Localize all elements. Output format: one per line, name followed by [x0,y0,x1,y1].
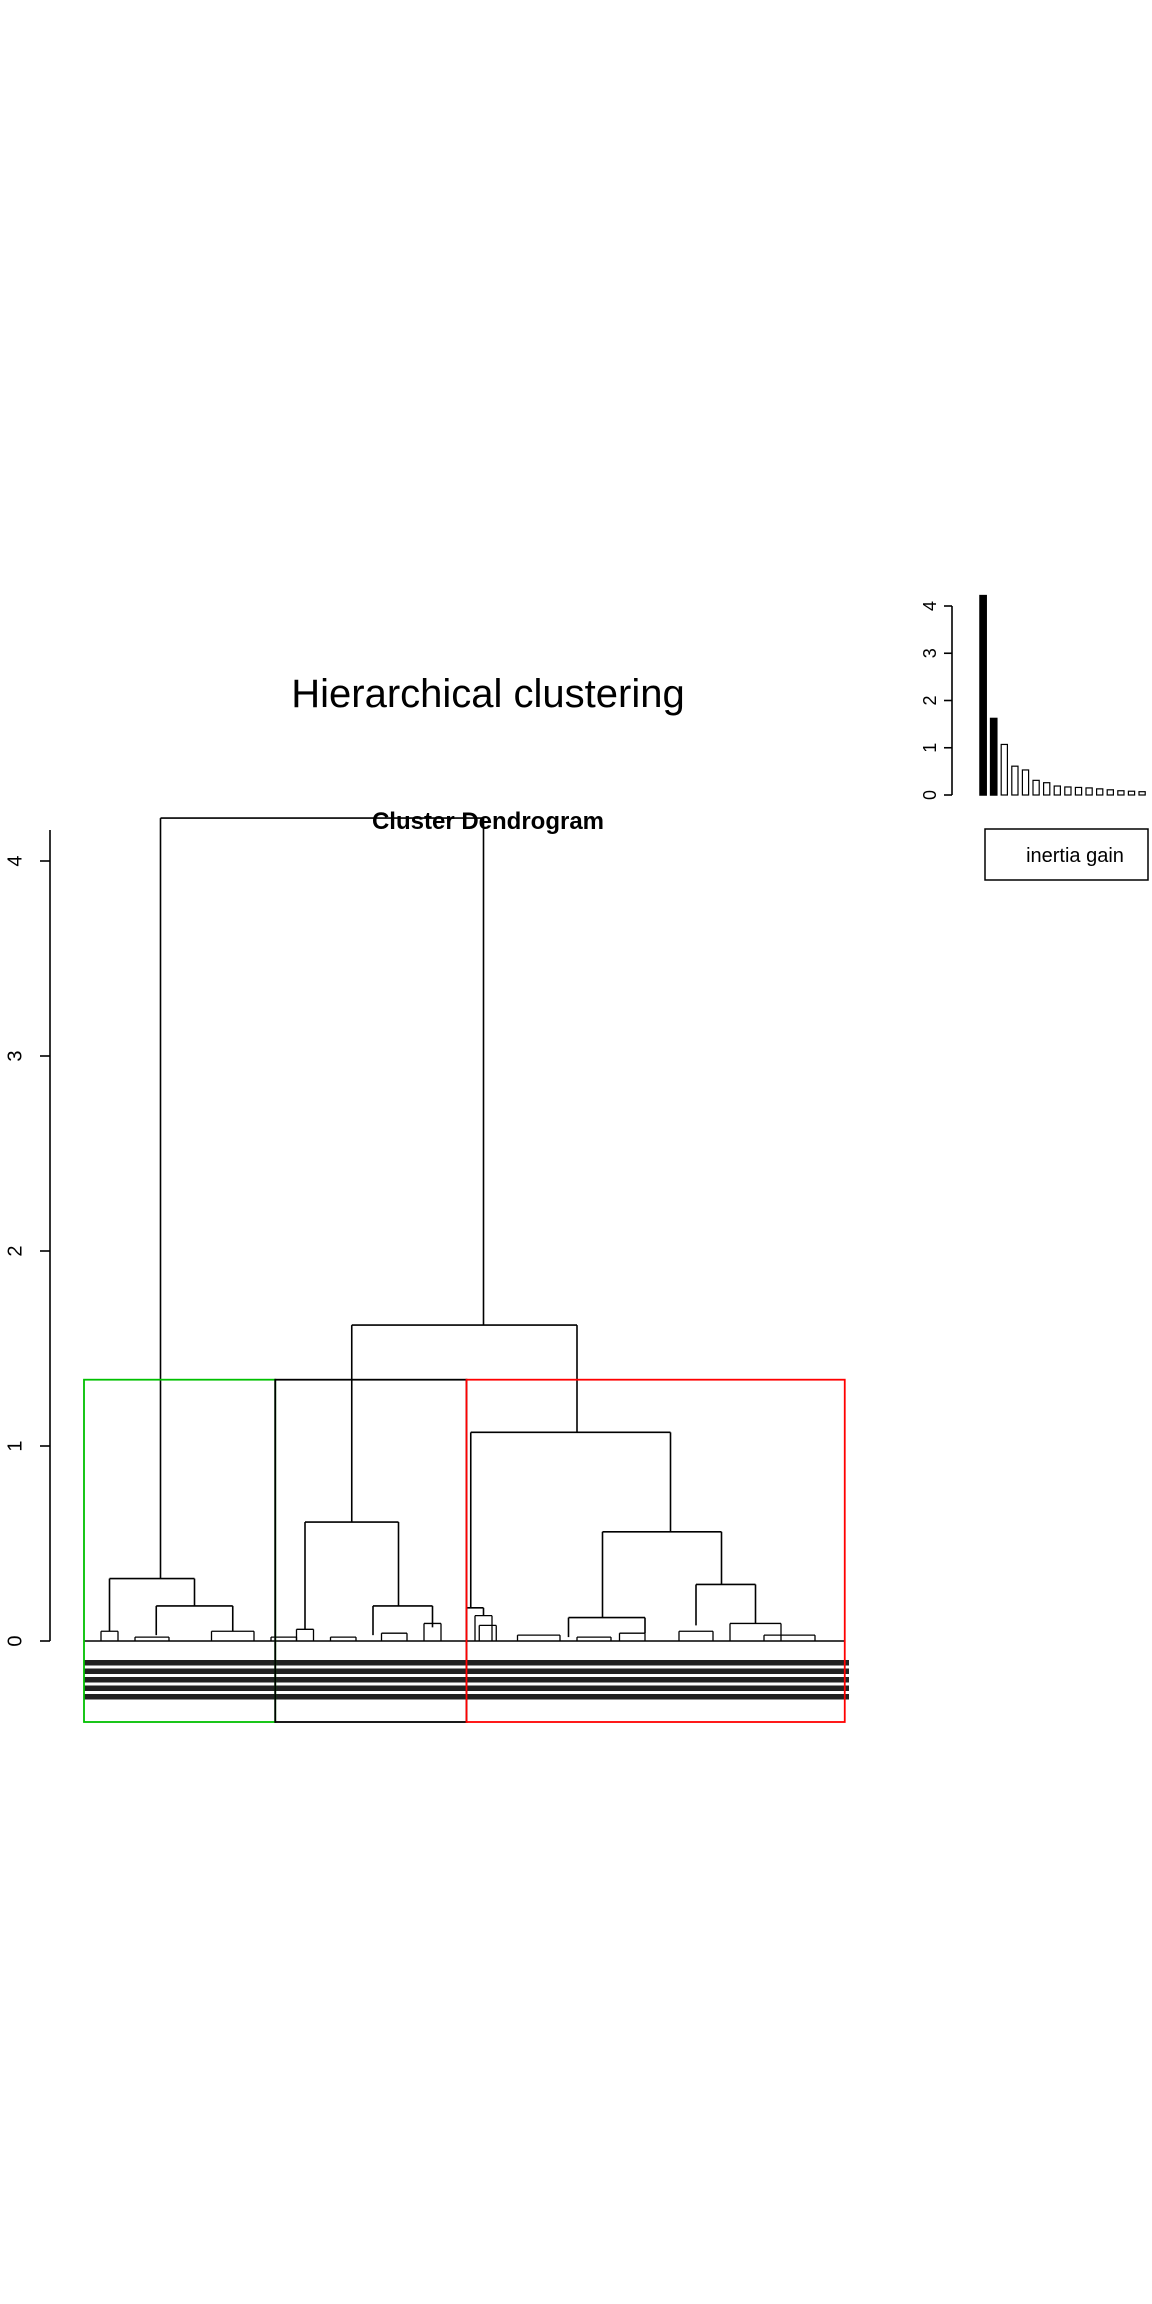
inertia-y-tick-label: 0 [920,790,940,800]
inertia-legend-label: inertia gain [1026,845,1124,867]
inertia-bars [979,594,1146,796]
inertia-y-axis: 0 1 2 3 4 [920,601,953,800]
dendrogram-y-tick-label: 1 [4,1440,26,1451]
inertia-y-tick-label: 1 [920,743,940,753]
inertia-bar [979,594,987,796]
inertia-bar [1032,779,1040,796]
inertia-gain-barplot: 0 1 2 3 4 inertia gain [920,594,1149,881]
inertia-bar [1042,782,1051,796]
main-title: Hierarchical clustering [291,672,684,716]
dendrogram-y-axis: 0 1 2 3 4 [4,830,51,1647]
inertia-bar [1000,743,1009,796]
inertia-bar [1053,785,1061,796]
dendrogram-y-tick-label: 4 [4,855,26,866]
inertia-y-tick-label: 2 [920,695,940,705]
dendrogram-y-tick-label: 3 [4,1050,26,1061]
dendrogram-cluster-boxes [83,1378,846,1723]
inertia-y-tick-label: 4 [920,601,940,611]
cluster-box [465,1378,846,1723]
inertia-bar [1117,790,1125,796]
inertia-legend-box [984,828,1149,881]
inertia-bar [1138,791,1146,796]
inertia-bar [1064,786,1072,796]
dendrogram-y-tick-label: 0 [4,1635,26,1646]
inertia-bar [989,717,998,796]
inertia-bar [1095,788,1104,796]
inertia-y-tick-label: 3 [920,648,940,658]
inertia-bar [1011,765,1019,796]
dendrogram-links [84,817,845,1642]
inertia-bar [1127,790,1136,796]
dendrogram-y-tick-label: 2 [4,1245,26,1256]
inertia-bar [1021,769,1030,796]
inertia-bar [1074,786,1083,796]
dendrogram-title: Cluster Dendrogram [372,808,604,835]
cluster-dendrogram: Cluster Dendrogram 0 1 2 3 4 [4,808,849,1723]
inertia-bar [1106,789,1114,796]
inertia-bar [1085,787,1093,796]
